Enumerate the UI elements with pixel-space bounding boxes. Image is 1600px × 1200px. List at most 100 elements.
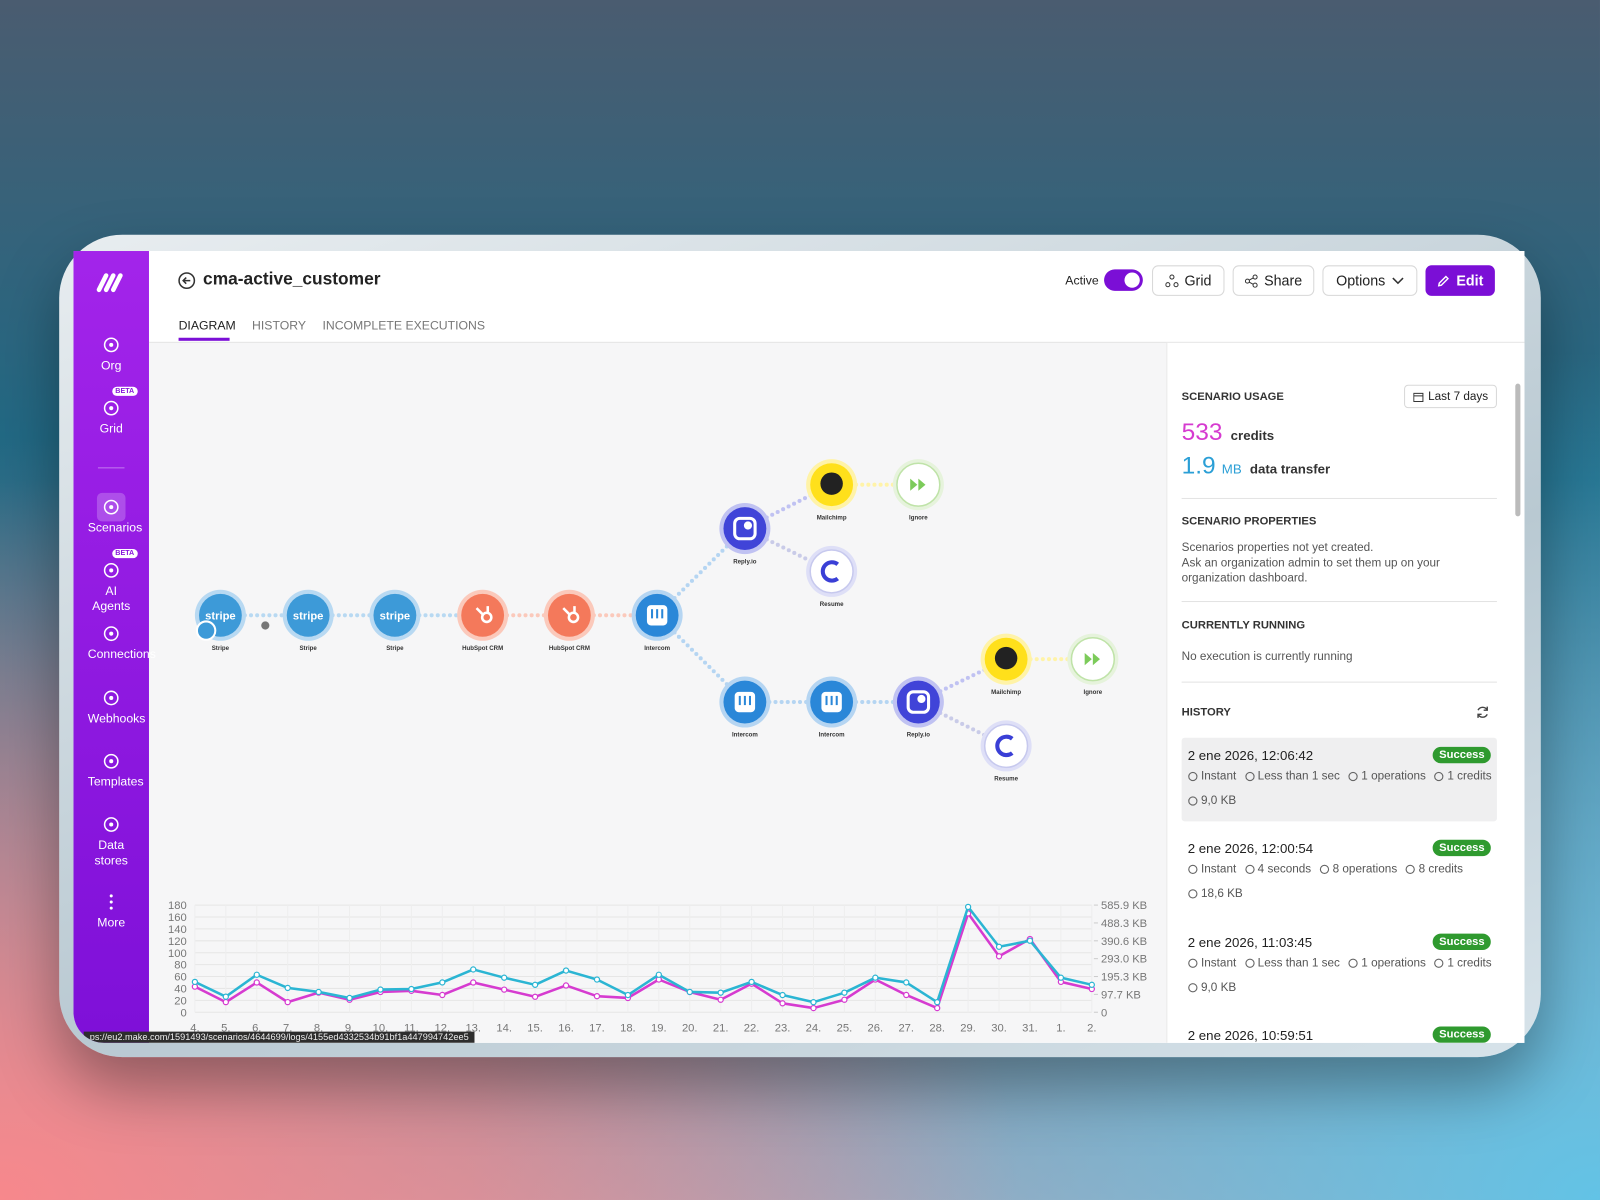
y-tick-label: 100 <box>168 948 187 960</box>
nav-item[interactable]: Grid BETA <box>73 386 149 437</box>
back-button[interactable] <box>178 271 196 290</box>
history-date-row: 2 ene 2026, 10:59:51 Success <box>1188 1026 1491 1043</box>
node-logo: stripe <box>293 610 324 622</box>
module-node[interactable]: Reply.io <box>892 676 944 739</box>
node-label: Resume <box>820 601 844 608</box>
history-date: 2 ene 2026, 12:06:42 <box>1187 747 1314 763</box>
meta-item: 1 credits <box>1434 764 1492 788</box>
nav-icon <box>103 400 119 416</box>
x-tick-label: 30. <box>991 1023 1007 1035</box>
module-node[interactable]: Resume <box>806 545 858 608</box>
module-node[interactable]: Intercom <box>719 676 771 739</box>
data-point <box>903 979 910 986</box>
nav-label: AI Agents <box>92 583 131 614</box>
nav-item[interactable]: Org <box>73 335 149 374</box>
history-meta: Instant Less than 1 sec 1 operations 1 cred… <box>1188 764 1494 813</box>
data-point <box>995 953 1003 960</box>
nav-item[interactable]: Data stores <box>73 814 149 868</box>
data-point <box>1026 937 1034 944</box>
history-item[interactable]: 2 ene 2026, 12:06:42 Success Instant Less t… <box>1181 737 1497 822</box>
data-point <box>501 974 508 981</box>
meta-item: 9,0 KB <box>1188 976 1236 1000</box>
data-point <box>253 979 260 986</box>
tab[interactable]: INCOMPLETE EXECUTIONS <box>322 318 486 333</box>
share-button[interactable]: Share <box>1232 265 1315 296</box>
nav-item[interactable]: AI Agents BETA <box>73 548 149 614</box>
module-node[interactable]: Resume <box>980 720 1032 783</box>
meta-text: 1 credits <box>1447 957 1492 970</box>
node-label: Intercom <box>732 732 758 739</box>
module-node[interactable]: Reply.io <box>719 503 771 565</box>
tab[interactable]: HISTORY <box>252 318 307 333</box>
module-node[interactable]: Mailchimp <box>806 459 858 521</box>
node-label: HubSpot CRM <box>549 645 590 652</box>
meta-item: Instant <box>1188 857 1236 881</box>
nav-item[interactable]: More <box>73 892 149 931</box>
data-point <box>408 985 415 993</box>
nav-item[interactable]: Connections <box>73 623 156 662</box>
node-icon <box>1084 653 1100 666</box>
y-tick-label: 40 <box>174 984 186 996</box>
module-node[interactable]: Intercom <box>806 676 858 739</box>
x-tick-label: 20. <box>682 1023 698 1035</box>
meta-item: 9,0 KB <box>1188 789 1237 813</box>
meta-text: Instant <box>1201 957 1237 970</box>
module-node[interactable]: HubSpot CRM <box>457 589 509 652</box>
nav-item[interactable]: Templates <box>73 751 149 790</box>
button-label: Grid <box>1184 272 1212 289</box>
nav-item[interactable]: Webhooks <box>73 688 149 727</box>
x-tick-label: 1. <box>1056 1023 1065 1035</box>
header-divider <box>148 341 1525 343</box>
node-label: Stripe <box>386 645 404 652</box>
node-icon <box>567 611 580 624</box>
module-node[interactable]: Ignore <box>1067 633 1119 696</box>
data-point <box>810 1004 817 1012</box>
options-button[interactable]: Options <box>1322 265 1418 296</box>
node-icon <box>910 478 926 491</box>
node-label: Mailchimp <box>991 689 1021 696</box>
meta-item: 8 operations <box>1319 857 1397 881</box>
module-node[interactable]: stripe Stripe <box>369 589 421 652</box>
trigger-badge <box>195 620 217 641</box>
data-point <box>624 991 632 999</box>
data-point <box>872 974 879 981</box>
range-label: Last 7 days <box>1428 390 1489 403</box>
range-button[interactable]: Last 7 days <box>1404 384 1497 409</box>
module-node[interactable]: Intercom <box>631 589 683 652</box>
history-item[interactable]: 2 ene 2026, 11:03:45 Success Instant Less t… <box>1182 924 1497 1008</box>
transfer-unit: MB <box>1221 461 1242 477</box>
edit-button[interactable]: Edit <box>1425 265 1495 296</box>
module-node[interactable]: stripe Stripe <box>282 589 334 652</box>
module-node[interactable]: Ignore <box>892 459 944 521</box>
y-tick-label: 180 <box>168 900 187 912</box>
history-item[interactable]: 2 ene 2026, 12:00:54 Success Instant 4 seco… <box>1182 831 1497 915</box>
x-tick-label: 16. <box>558 1023 574 1035</box>
module-node[interactable]: Mailchimp <box>980 633 1032 696</box>
x-tick-label: 14. <box>496 1023 512 1035</box>
data-point <box>903 991 910 999</box>
scrollbar[interactable] <box>1515 383 1521 517</box>
nav-item[interactable]: Scenarios <box>73 492 149 536</box>
x-tick-label: 25. <box>837 1023 853 1035</box>
module-node[interactable]: stripe Stripe <box>194 589 246 652</box>
grid-button[interactable]: Grid <box>1152 265 1225 296</box>
active-toggle[interactable] <box>1104 269 1143 291</box>
history-item[interactable]: 2 ene 2026, 10:59:51 Success <box>1182 1017 1497 1043</box>
x-tick-label: 27. <box>898 1023 914 1035</box>
section-title: HISTORY <box>1181 706 1231 719</box>
nav-icon <box>103 690 119 706</box>
history-date-row: 2 ene 2026, 12:00:54 Success <box>1188 839 1491 857</box>
module-node[interactable]: HubSpot CRM <box>543 589 595 652</box>
node-icon <box>820 472 843 495</box>
tab[interactable]: DIAGRAM <box>178 318 236 333</box>
meta-item: Less than 1 sec <box>1244 951 1340 975</box>
data-point <box>593 993 601 1000</box>
meta-icon <box>1244 958 1255 968</box>
node-label: Intercom <box>644 645 670 652</box>
node-label: Reply.io <box>733 558 757 565</box>
history-date-row: 2 ene 2026, 12:06:42 Success <box>1188 746 1491 764</box>
running-text: No execution is currently running <box>1181 651 1353 664</box>
meta-text: 9,0 KB <box>1201 794 1237 808</box>
credits-row: 533 credits <box>1182 418 1275 447</box>
refresh-button[interactable] <box>1475 705 1489 719</box>
